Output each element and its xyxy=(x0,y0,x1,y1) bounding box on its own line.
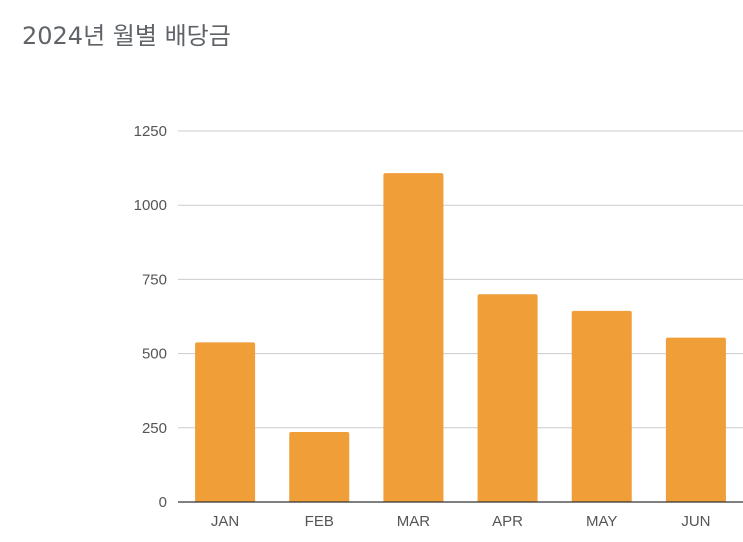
bar-apr[interactable] xyxy=(477,294,538,502)
bar-feb[interactable] xyxy=(289,431,350,502)
bar-jun[interactable] xyxy=(665,337,726,502)
y-tick-label: 1000 xyxy=(134,197,167,214)
chart-title: 2024년 월별 배당금 xyxy=(22,22,231,50)
x-tick-label: JUN xyxy=(681,513,710,530)
axis-layer: 0 250 500 750 1000 1250 JAN FEB MAR APR MAY JUN xyxy=(134,123,743,530)
x-tick-label: APR xyxy=(492,513,523,530)
bar-may[interactable] xyxy=(571,310,632,502)
x-tick-label: MAR xyxy=(397,513,431,530)
y-tick-label: 1250 xyxy=(134,123,167,140)
grid-layer xyxy=(178,130,743,429)
y-tick-label: 250 xyxy=(142,420,167,437)
bar-layer xyxy=(195,173,726,502)
y-tick-label: 0 xyxy=(159,494,167,511)
x-tick-label: MAY xyxy=(586,513,617,530)
y-tick-label: 500 xyxy=(142,346,167,363)
x-tick-label: JAN xyxy=(211,513,239,530)
x-tick-label: FEB xyxy=(305,513,334,530)
bar-jan[interactable] xyxy=(195,342,256,502)
y-tick-label: 750 xyxy=(142,271,167,288)
bar-mar[interactable] xyxy=(383,173,444,502)
